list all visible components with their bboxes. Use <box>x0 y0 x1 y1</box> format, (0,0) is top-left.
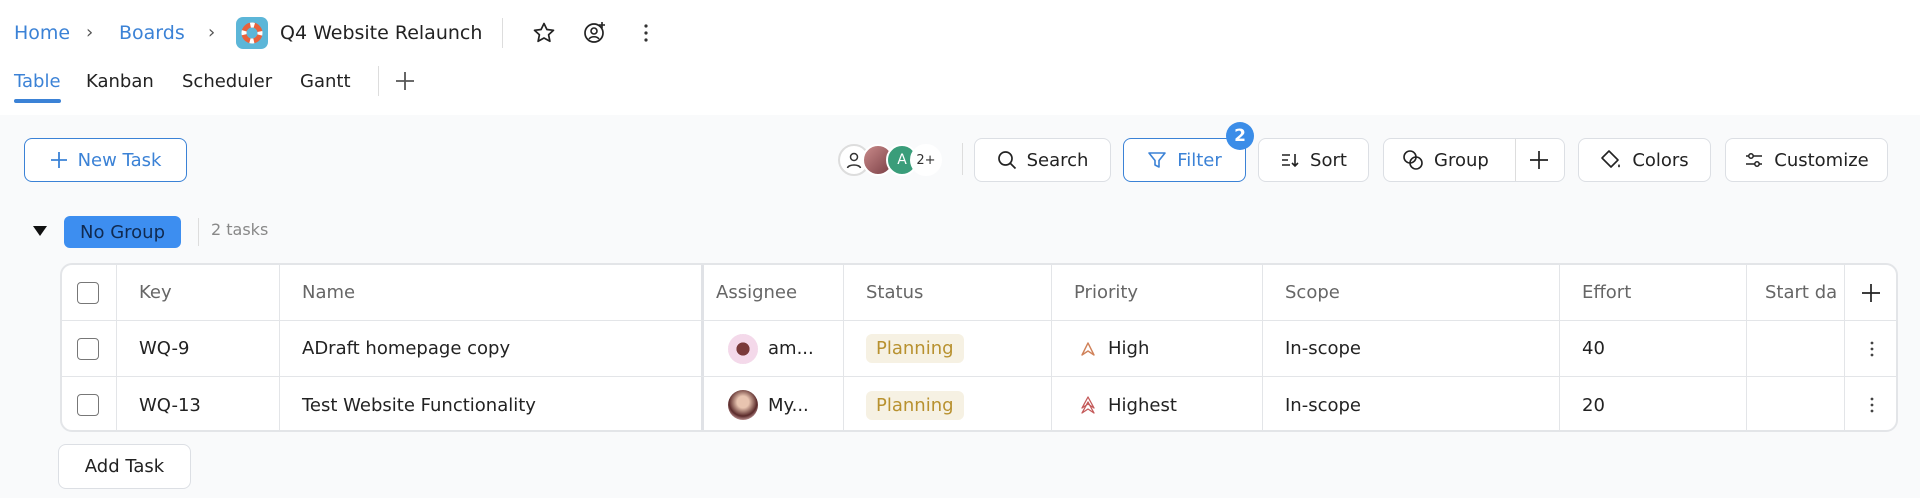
cell-name[interactable]: ADraft homepage copy <box>280 321 704 376</box>
column-assignee[interactable]: Assignee <box>704 265 844 320</box>
group-icon <box>1403 150 1423 170</box>
divider <box>1515 139 1516 181</box>
breadcrumb-boards[interactable]: Boards <box>119 22 185 44</box>
add-view-icon[interactable] <box>394 70 416 92</box>
sort-icon <box>1282 154 1299 168</box>
divider <box>502 18 503 48</box>
new-task-button[interactable]: New Task <box>24 138 187 182</box>
column-scope[interactable]: Scope <box>1263 265 1560 320</box>
column-start-date[interactable]: Start da <box>1747 265 1845 320</box>
add-column-icon[interactable] <box>1861 283 1881 303</box>
colors-button[interactable]: Colors <box>1578 138 1711 182</box>
priority-high-icon <box>1081 341 1095 356</box>
star-icon[interactable] <box>532 21 556 45</box>
column-status[interactable]: Status <box>844 265 1052 320</box>
add-group-icon[interactable] <box>1529 150 1549 170</box>
plus-icon <box>50 152 67 168</box>
avatar <box>728 333 758 364</box>
row-checkbox[interactable] <box>77 394 99 416</box>
table-row[interactable]: WQ-9 ADraft homepage copy am... Planning… <box>62 321 1896 377</box>
lifebuoy-icon <box>236 17 268 49</box>
group-badge[interactable]: No Group <box>64 216 181 248</box>
filter-count-badge: 2 <box>1226 122 1254 150</box>
new-task-label: New Task <box>77 149 162 171</box>
priority-highest-icon <box>1081 396 1095 414</box>
group-label: Group <box>1434 149 1489 171</box>
chevron-right-icon: › <box>208 22 216 43</box>
paint-bucket-icon <box>1601 150 1621 168</box>
divider <box>198 218 199 246</box>
row-checkbox[interactable] <box>77 337 99 360</box>
cell-assignee: am... <box>768 338 814 359</box>
sliders-icon <box>1746 153 1763 167</box>
status-badge[interactable]: Planning <box>866 390 964 420</box>
search-button[interactable]: Search <box>974 138 1111 182</box>
filter-icon <box>1148 152 1167 168</box>
cell-priority: Highest <box>1108 394 1177 416</box>
row-menu-icon[interactable] <box>1867 395 1877 415</box>
cell-effort: 40 <box>1560 321 1747 376</box>
page-title: Q4 Website Relaunch <box>280 22 483 44</box>
user-add-icon[interactable] <box>583 21 607 45</box>
tab-table[interactable]: Table <box>14 71 61 92</box>
cell-name[interactable]: Test Website Functionality <box>280 377 704 430</box>
cell-scope: In-scope <box>1263 321 1560 376</box>
cell-scope: In-scope <box>1263 377 1560 430</box>
tab-gantt[interactable]: Gantt <box>300 71 351 92</box>
user-icon <box>846 152 862 169</box>
colors-label: Colors <box>1632 149 1689 171</box>
collapse-triangle-icon[interactable] <box>32 224 48 238</box>
cell-start-date <box>1747 377 1845 430</box>
sort-button[interactable]: Sort <box>1258 138 1369 182</box>
avatars-more[interactable]: 2+ <box>910 144 942 176</box>
task-table: Key Name Assignee Status Priority Scope … <box>60 263 1898 432</box>
avatar <box>728 390 758 420</box>
tab-scheduler[interactable]: Scheduler <box>182 71 273 92</box>
row-menu-icon[interactable] <box>1867 339 1877 359</box>
chevron-right-icon: › <box>86 22 94 43</box>
cell-key: WQ-9 <box>117 321 280 376</box>
task-count: 2 tasks <box>211 220 269 239</box>
search-icon <box>997 151 1016 170</box>
cell-effort: 20 <box>1560 377 1747 430</box>
cell-start-date <box>1747 321 1845 376</box>
customize-label: Customize <box>1774 149 1869 171</box>
cell-assignee: My... <box>768 394 809 416</box>
column-name[interactable]: Name <box>280 265 704 320</box>
cell-priority: High <box>1108 338 1150 359</box>
table-row[interactable]: WQ-13 Test Website Functionality My... P… <box>62 377 1896 430</box>
tab-kanban[interactable]: Kanban <box>86 71 154 92</box>
search-label: Search <box>1026 149 1089 171</box>
divider <box>962 143 963 175</box>
more-vertical-icon[interactable] <box>640 21 652 45</box>
filter-label: Filter <box>1177 149 1222 171</box>
column-effort[interactable]: Effort <box>1560 265 1747 320</box>
active-tab-indicator <box>14 99 61 103</box>
breadcrumb-home[interactable]: Home <box>14 22 71 44</box>
customize-button[interactable]: Customize <box>1725 138 1888 182</box>
table-header: Key Name Assignee Status Priority Scope … <box>62 265 1896 321</box>
header <box>0 0 1920 115</box>
sort-label: Sort <box>1310 149 1347 171</box>
select-all-checkbox[interactable] <box>77 281 99 304</box>
column-key[interactable]: Key <box>117 265 280 320</box>
filter-button[interactable]: Filter <box>1123 138 1246 182</box>
status-badge[interactable]: Planning <box>866 334 964 363</box>
add-task-button[interactable]: Add Task <box>58 444 191 489</box>
column-priority[interactable]: Priority <box>1052 265 1263 320</box>
cell-key: WQ-13 <box>117 377 280 430</box>
divider <box>378 66 379 96</box>
group-button[interactable]: Group <box>1383 138 1565 182</box>
